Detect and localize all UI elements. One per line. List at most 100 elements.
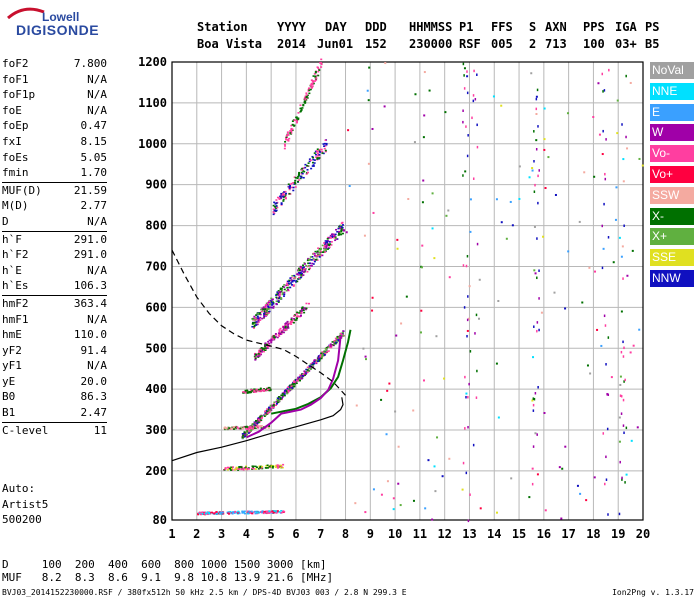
noise-point	[433, 465, 436, 468]
echo-point	[272, 403, 275, 405]
echo-point	[309, 368, 312, 371]
echo-point	[259, 351, 262, 354]
echo-point	[268, 310, 271, 313]
legend-item: NoVal	[650, 62, 694, 79]
echo-point	[278, 198, 281, 200]
echo-point	[275, 511, 278, 514]
echo-point	[322, 143, 325, 145]
noise-point	[495, 511, 498, 514]
noise-point	[362, 347, 365, 350]
echo-point	[322, 251, 325, 253]
parameter-value: 20.0	[80, 374, 108, 388]
parameter-value: 106.3	[73, 279, 107, 293]
echo-point	[275, 402, 278, 405]
noise-point	[531, 167, 534, 170]
echo-point	[203, 511, 206, 514]
echo-point	[278, 333, 281, 335]
echo-point	[305, 173, 308, 175]
parameter-name: D	[2, 214, 9, 228]
echo-point	[289, 384, 292, 387]
noise-point	[414, 93, 417, 96]
interference-point	[602, 129, 604, 133]
echo-point	[237, 427, 240, 430]
echo-point	[251, 512, 254, 515]
echo-point	[287, 386, 290, 389]
echo-point	[270, 303, 273, 305]
echo-point	[318, 157, 321, 159]
parameter-row: fxI 8.15	[2, 134, 107, 150]
echo-point	[290, 284, 293, 286]
echo-point	[283, 295, 286, 297]
echo-point	[297, 118, 300, 121]
echo-point	[230, 466, 233, 469]
echo-point	[277, 466, 280, 468]
x-tick-label: 5	[268, 527, 275, 541]
echo-point	[317, 357, 320, 359]
echo-point	[318, 150, 321, 152]
echo-point	[306, 270, 309, 273]
interference-point	[532, 397, 535, 400]
echo-point	[272, 204, 275, 207]
y-tick-label: 700	[145, 259, 167, 273]
echo-point	[284, 194, 287, 196]
interference-point	[475, 313, 478, 317]
noise-point	[510, 477, 513, 480]
echo-point	[282, 285, 285, 288]
header-label: S	[529, 20, 537, 34]
echo-point	[287, 327, 290, 329]
noise-point	[419, 331, 422, 334]
echo-point	[313, 253, 316, 255]
echo-point	[326, 238, 329, 240]
echo-point	[316, 259, 319, 261]
echo-point	[243, 510, 246, 513]
echo-point	[259, 352, 262, 355]
echo-point	[301, 267, 304, 269]
parameter-row: foEs 5.05	[2, 150, 107, 166]
echo-point	[303, 170, 306, 173]
series-line	[171, 249, 346, 396]
noise-point	[583, 171, 586, 174]
echo-point	[308, 262, 311, 265]
parameter-row: M(D) 2.77	[2, 198, 107, 214]
echo-point	[299, 276, 302, 279]
noise-point	[632, 344, 635, 347]
echo-point	[252, 317, 255, 320]
echo-point	[274, 333, 277, 335]
echo-point	[307, 302, 310, 305]
echo-point	[305, 372, 308, 374]
echo-traces	[197, 58, 644, 523]
echo-point	[261, 310, 264, 312]
echo-point	[281, 466, 284, 469]
echo-point	[266, 410, 269, 413]
parameter-row: fmin 1.70	[2, 165, 107, 181]
echo-point	[280, 510, 283, 512]
echo-point	[321, 353, 324, 356]
echo-point	[259, 312, 262, 314]
header-label: IGA	[615, 20, 637, 34]
x-tick-label: 15	[512, 527, 526, 541]
echo-point	[283, 291, 286, 294]
echo-point	[290, 276, 293, 279]
echo-point	[300, 310, 303, 312]
interference-point	[476, 123, 478, 127]
interference-point	[625, 74, 627, 78]
interference-point	[536, 276, 538, 280]
echo-point	[231, 512, 234, 515]
echo-point	[306, 259, 309, 262]
echo-point	[267, 305, 270, 308]
noise-point	[434, 490, 437, 493]
echo-point	[268, 410, 271, 413]
echo-point	[336, 337, 339, 340]
noise-point	[547, 156, 550, 159]
echo-point	[340, 227, 343, 230]
parameter-row: yF2 91.4	[2, 343, 107, 359]
noise-point	[400, 322, 403, 325]
interference-point	[467, 519, 470, 523]
noise-point	[531, 169, 534, 172]
echo-point	[259, 466, 262, 469]
echo-point	[287, 289, 290, 292]
noise-point	[386, 389, 389, 392]
noise-point	[347, 129, 350, 132]
echo-point	[282, 192, 285, 195]
echo-point	[299, 110, 302, 113]
